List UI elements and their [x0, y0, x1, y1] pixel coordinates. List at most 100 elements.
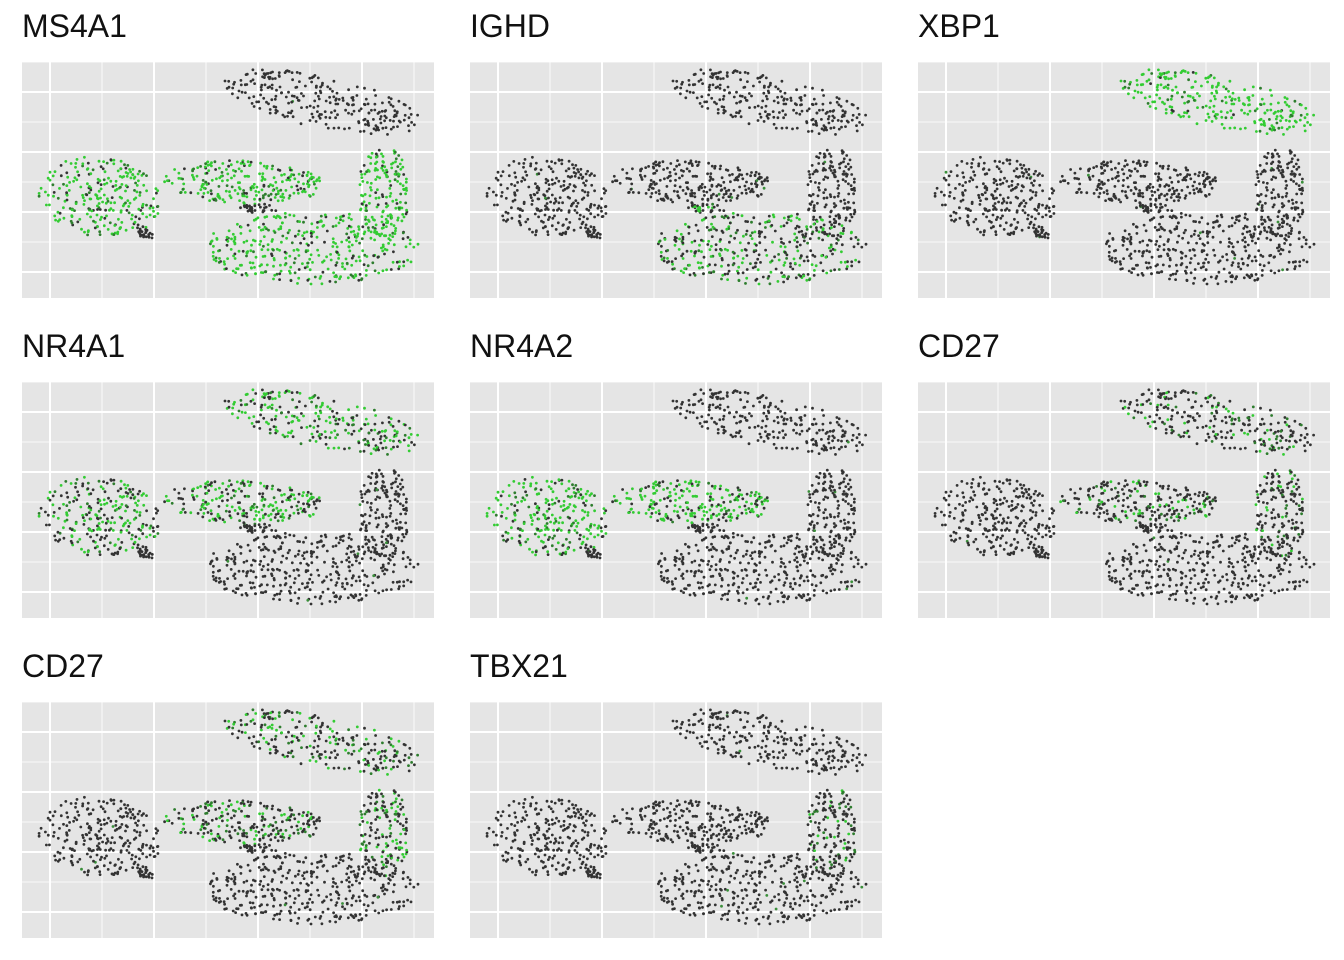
cell-point: [114, 504, 118, 507]
cell-point: [807, 130, 810, 133]
cell-point: [389, 184, 393, 187]
cell-point: [734, 114, 737, 118]
cell-point: [252, 238, 255, 242]
cell-point: [513, 193, 517, 197]
cell-point: [52, 194, 55, 198]
cell-point: [225, 267, 228, 270]
cell-point: [1286, 214, 1289, 218]
cell-point: [308, 439, 312, 442]
cell-point: [324, 419, 328, 423]
cell-point: [235, 480, 239, 484]
cell-point: [401, 533, 405, 536]
cell-point: [697, 209, 701, 213]
cell-point: [98, 499, 102, 503]
cell-point: [277, 227, 281, 231]
cell-point: [719, 77, 722, 81]
cell-point: [244, 91, 247, 94]
cell-point: [1204, 257, 1208, 261]
cell-point: [231, 406, 235, 410]
cell-point: [841, 178, 845, 182]
cell-point: [1253, 278, 1257, 282]
cell-point: [271, 397, 274, 401]
cell-point: [1293, 267, 1297, 271]
cell-point: [1286, 166, 1290, 170]
cell-point: [807, 107, 811, 111]
cell-point: [769, 270, 773, 274]
cell-point: [1258, 232, 1262, 236]
cell-point: [1191, 184, 1195, 188]
cell-point: [349, 230, 353, 234]
cell-point: [510, 182, 513, 186]
cell-point: [596, 231, 600, 235]
cell-point: [831, 252, 834, 256]
cell-point: [1038, 183, 1042, 187]
cell-point: [683, 267, 686, 270]
cell-point: [389, 417, 393, 421]
cell-point: [283, 173, 286, 176]
cell-point: [553, 214, 556, 218]
cell-point: [513, 191, 516, 195]
cell-point: [284, 215, 287, 219]
cell-point: [310, 241, 314, 245]
cell-point: [336, 113, 339, 117]
cell-point: [275, 186, 279, 190]
cell-point: [347, 216, 351, 220]
cell-point: [278, 405, 282, 409]
cell-point: [331, 225, 335, 228]
cell-point: [496, 170, 500, 174]
cell-point: [237, 487, 241, 491]
cell-point: [1118, 260, 1122, 264]
cell-point: [861, 123, 864, 127]
cell-point: [1106, 192, 1109, 196]
cell-point: [1151, 100, 1155, 104]
cell-point: [735, 70, 739, 73]
cell-point: [1124, 194, 1128, 198]
cell-point: [685, 167, 689, 171]
cell-points: [933, 68, 1316, 286]
cell-point: [218, 249, 222, 252]
cell-point: [120, 196, 123, 200]
cell-point: [279, 508, 283, 512]
cell-point: [689, 249, 693, 253]
cell-point: [758, 76, 762, 80]
cell-point: [1243, 236, 1247, 240]
cell-point: [298, 400, 301, 403]
cell-point: [496, 203, 499, 207]
cell-point: [95, 514, 99, 518]
cell-point: [271, 164, 274, 168]
cell-point: [1177, 192, 1181, 196]
cell-point: [1201, 230, 1205, 234]
cell-point: [1298, 264, 1302, 268]
cell-point: [70, 208, 74, 212]
cell-point: [147, 235, 150, 238]
cell-point: [518, 221, 522, 225]
cell-point: [260, 188, 264, 192]
cell-point: [671, 262, 674, 266]
cell-point: [1052, 189, 1056, 192]
cell-point: [812, 123, 815, 126]
cell-point: [264, 270, 268, 274]
cell-point: [1282, 133, 1285, 136]
cell-point: [1281, 225, 1284, 229]
cell-point: [85, 212, 89, 216]
cell-point: [701, 82, 704, 85]
cell-point: [103, 490, 107, 494]
cell-point: [1022, 164, 1026, 167]
cell-point: [116, 550, 120, 554]
cell-point: [764, 76, 768, 80]
cell-point: [1243, 126, 1247, 130]
cell-point: [96, 208, 99, 211]
cell-point: [383, 234, 386, 238]
cell-point: [302, 502, 305, 506]
cell-point: [831, 234, 834, 238]
cell-point: [1211, 84, 1214, 88]
cell-point: [289, 168, 292, 172]
cell-point: [381, 155, 385, 158]
cell-point: [693, 239, 697, 243]
cell-point: [367, 124, 371, 127]
cell-point: [1069, 168, 1072, 171]
cell-point: [1098, 186, 1102, 190]
cell-point: [756, 268, 760, 272]
cell-point: [842, 198, 846, 202]
cell-point: [101, 167, 105, 171]
